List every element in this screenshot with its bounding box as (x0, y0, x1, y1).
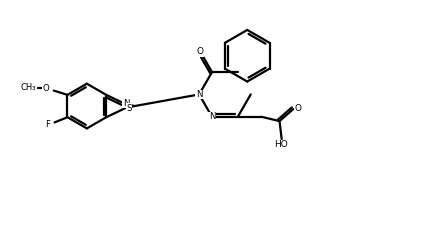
Text: O: O (43, 84, 49, 93)
Text: N: N (209, 112, 215, 121)
Text: N: N (196, 90, 203, 99)
Text: N: N (123, 99, 129, 108)
Text: S: S (126, 104, 132, 113)
Text: HO: HO (274, 140, 288, 149)
Text: O: O (197, 47, 204, 56)
Text: F: F (45, 120, 50, 129)
Text: O: O (295, 104, 302, 113)
Text: CH₃: CH₃ (20, 83, 36, 92)
